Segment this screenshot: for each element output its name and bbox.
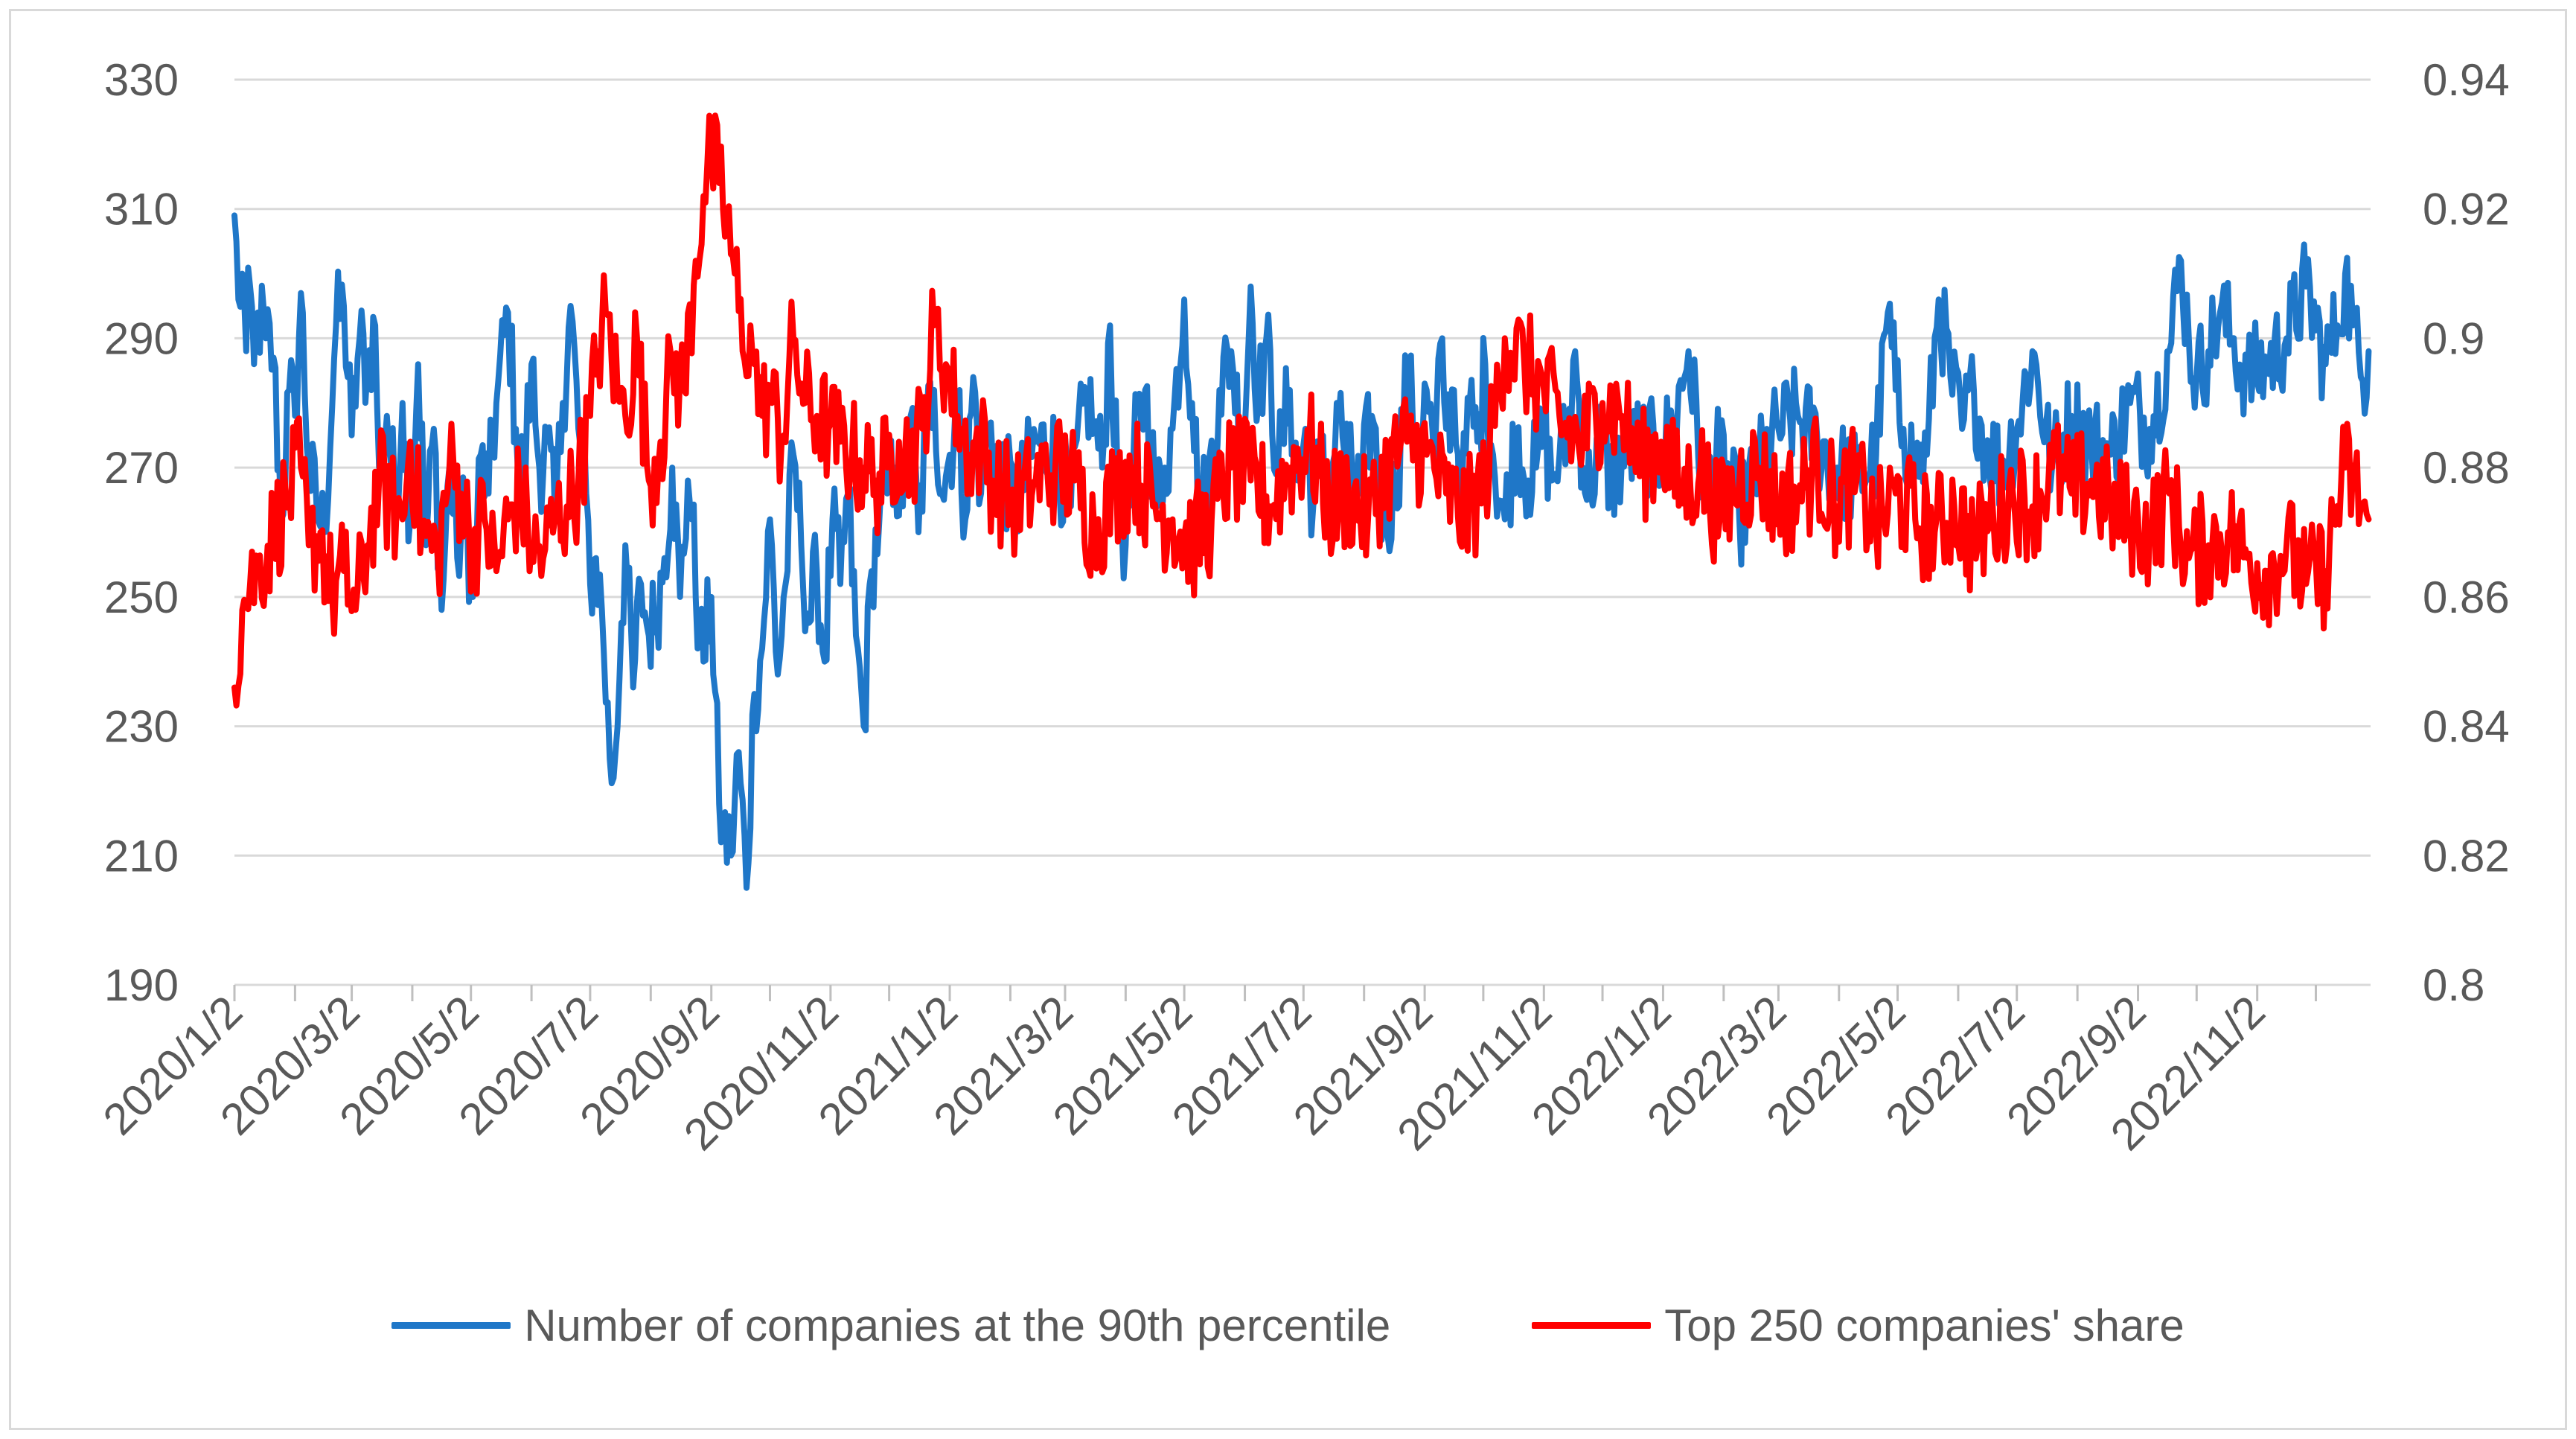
right-tick-label: 0.82 <box>2423 831 2510 881</box>
right-tick-label: 0.88 <box>2423 443 2510 493</box>
right-tick-label: 0.86 <box>2423 572 2510 622</box>
right-tick-label: 0.9 <box>2423 313 2484 363</box>
legend-swatch-red <box>1532 1321 1652 1329</box>
left-tick-label: 190 <box>104 960 179 1010</box>
legend: Number of companies at the 90th percenti… <box>0 1295 2576 1355</box>
series-line-top250-share <box>231 112 2372 709</box>
right-tick-label: 0.84 <box>2423 702 2510 752</box>
legend-label-series-1: Top 250 companies' share <box>1664 1300 2185 1350</box>
right-axis-ticks: 0.94 0.92 0.9 0.88 0.86 0.84 0.82 0.8 <box>2423 55 2510 1010</box>
right-tick-label: 0.94 <box>2423 55 2510 105</box>
right-tick-label: 0.8 <box>2423 960 2484 1010</box>
left-tick-label: 210 <box>104 831 179 881</box>
legend-label-series-0: Number of companies at the 90th percenti… <box>524 1300 1391 1350</box>
left-axis-ticks: 330 310 290 270 250 230 210 190 <box>104 55 179 1010</box>
left-tick-label: 250 <box>104 572 179 622</box>
left-tick-label: 270 <box>104 443 179 493</box>
series-line-companies-90th <box>231 212 2372 891</box>
x-axis: 2020/1/22020/3/22020/5/22020/7/22020/9/2… <box>94 983 2371 1160</box>
legend-item-series-0: Number of companies at the 90th percenti… <box>391 1300 1390 1351</box>
left-tick-label: 330 <box>104 55 179 105</box>
left-tick-label: 230 <box>104 702 179 752</box>
series-lines <box>231 112 2372 891</box>
legend-swatch-blue <box>391 1321 511 1329</box>
left-tick-label: 310 <box>104 185 179 234</box>
right-tick-label: 0.92 <box>2423 185 2510 234</box>
legend-item-series-1: Top 250 companies' share <box>1532 1300 2185 1351</box>
chart-frame <box>9 9 2567 1430</box>
left-tick-label: 290 <box>104 313 179 363</box>
